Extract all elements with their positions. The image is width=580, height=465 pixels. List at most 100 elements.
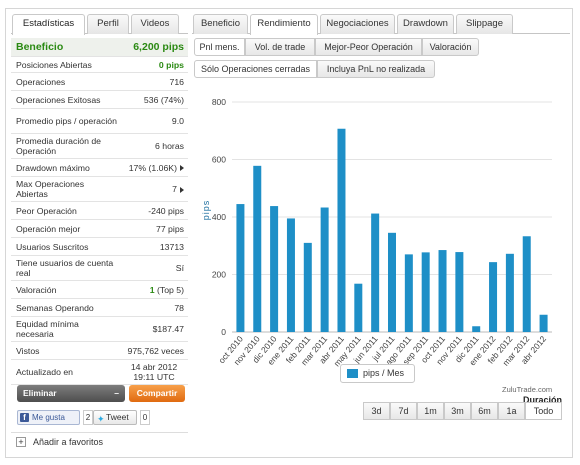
stats-table: Beneficio 6,200 pips Posiciones Abiertas… (11, 38, 188, 385)
minus-icon: – (114, 388, 119, 398)
subtab-monthly-pnl[interactable]: Pnl mens. (194, 38, 245, 56)
stat-label: Drawdown máximo (16, 162, 90, 173)
stat-value: 17% (1.06K) (129, 163, 184, 173)
stat-label: Valoración (16, 284, 57, 295)
bar[interactable] (455, 252, 464, 332)
bar[interactable] (270, 206, 279, 332)
filter-include-unrealized[interactable]: Incluya PnL no realizada (317, 60, 435, 78)
stat-label: Actualizado en (16, 367, 73, 377)
stat-value: 1 (Top 5) (149, 284, 184, 295)
stat-row-real-users: Tiene usuarios de cuenta real Sí (11, 256, 188, 281)
stat-value: -240 pips (148, 205, 184, 216)
subtab-trade-volume[interactable]: Vol. de trade (245, 38, 315, 56)
stat-row-updated: Actualizado en 14 abr 2012 19:11 UTC (11, 360, 188, 385)
bar[interactable] (320, 207, 329, 332)
left-tab-bar: Estadísticas Perfil Videos (11, 12, 188, 35)
bar[interactable] (421, 252, 430, 332)
bar[interactable] (438, 250, 447, 332)
duration-3m[interactable]: 3m (444, 402, 471, 420)
chart-panel: Beneficio Rendimiento Negociaciones Draw… (192, 12, 570, 452)
tweet-label: Tweet (106, 412, 129, 422)
bar[interactable] (286, 218, 295, 332)
stat-value: $187.47 (152, 324, 184, 334)
duration-1y[interactable]: 1a (498, 402, 525, 420)
stat-label: Vistos (16, 345, 40, 356)
tab-statistics[interactable]: Estadísticas (12, 14, 85, 35)
bar[interactable] (404, 254, 413, 332)
stat-row-rating: Valoración 1 (Top 5) (11, 281, 188, 299)
stat-value: 6 horas (155, 141, 184, 151)
bar[interactable] (236, 204, 245, 332)
delete-button-label: Eliminar (23, 388, 57, 398)
y-axis-label: pips (201, 200, 211, 221)
bar[interactable] (337, 128, 346, 332)
stat-row-open-positions: Posiciones Abiertas 0 pips (11, 57, 188, 73)
bar[interactable] (522, 236, 531, 332)
stat-label: Usuarios Suscritos (16, 241, 89, 252)
stat-label: Operación mejor (16, 223, 81, 234)
tab-trades[interactable]: Negociaciones (320, 14, 395, 34)
stat-label: Peor Operación (16, 205, 77, 216)
bar[interactable] (253, 165, 262, 332)
stat-row-winning-trades: Operaciones Exitosas 536 (74%) (11, 91, 188, 109)
duration-all[interactable]: Todo (525, 402, 562, 420)
stat-value: Sí (175, 263, 184, 273)
y-tick-label: 800 (212, 97, 226, 107)
bar[interactable] (303, 242, 312, 332)
duration-3d[interactable]: 3d (363, 402, 390, 420)
facebook-like-button[interactable]: f Me gusta (17, 410, 80, 425)
stat-row-min-equity: Equidad mínima necesaria $187.47 (11, 317, 188, 342)
chart-legend[interactable]: pips / Mes (340, 364, 415, 383)
tweet-button[interactable]: ✦ Tweet (93, 410, 137, 425)
tab-performance[interactable]: Rendimiento (250, 14, 318, 35)
stats-panel: Estadísticas Perfil Videos Beneficio 6,2… (11, 12, 188, 452)
stat-value: 7 (172, 184, 184, 194)
legend-label: pips / Mes (363, 368, 405, 378)
subtab-rating[interactable]: Valoración (422, 38, 479, 56)
y-tick-label: 0 (221, 327, 226, 337)
tab-profile[interactable]: Perfil (87, 14, 129, 34)
stat-row-max-open-trades[interactable]: Max Operaciones Abiertas 7 (11, 177, 188, 202)
chart-credit[interactable]: ZuluTrade.com (502, 385, 553, 394)
bar[interactable] (505, 253, 514, 332)
stat-value: 13713 (159, 241, 184, 252)
add-to-favorites[interactable]: + Añadir a favoritos (11, 432, 188, 450)
y-tick-label: 200 (212, 270, 226, 280)
rating-value[interactable]: 1 (149, 284, 155, 295)
expand-arrow-icon[interactable] (180, 186, 184, 193)
stat-row-trades: Operaciones 716 (11, 73, 188, 91)
stat-row-views: Vistos 975,762 veces (11, 342, 188, 360)
favorites-label: Añadir a favoritos (33, 437, 104, 447)
stat-label: Operaciones (16, 76, 66, 87)
tab-slippage[interactable]: Slippage (456, 14, 513, 34)
stat-row-max-drawdown[interactable]: Drawdown máximo 17% (1.06K) (11, 159, 188, 177)
duration-1m[interactable]: 1m (417, 402, 444, 420)
subtab-best-worst[interactable]: Mejor-Peor Operación (315, 38, 422, 56)
delete-button[interactable]: Eliminar – (17, 385, 125, 402)
stat-label: Max Operaciones Abiertas (16, 179, 85, 199)
share-button[interactable]: Compartir (129, 385, 185, 402)
bar[interactable] (539, 314, 548, 332)
stat-label: Posiciones Abiertas (16, 59, 92, 70)
tab-drawdown[interactable]: Drawdown (397, 14, 454, 34)
duration-6m[interactable]: 6m (471, 402, 498, 420)
filter-closed-only[interactable]: Sólo Operaciones cerradas (194, 60, 317, 78)
bar[interactable] (388, 232, 396, 332)
bar[interactable] (489, 262, 498, 332)
duration-7d[interactable]: 7d (390, 402, 417, 420)
stat-value: 975,762 veces (127, 345, 184, 356)
bar[interactable] (371, 213, 380, 332)
y-tick-label: 600 (212, 155, 226, 165)
stat-row-avg-duration: Promedia duración de Operación 6 horas (11, 134, 188, 159)
bar[interactable] (472, 326, 481, 332)
tab-profit[interactable]: Beneficio (193, 14, 248, 34)
tab-videos[interactable]: Videos (131, 14, 179, 34)
stat-value: 0 pips (158, 59, 184, 70)
stat-row-weeks-trading: Semanas Operando 78 (11, 299, 188, 317)
bar[interactable] (354, 283, 363, 332)
stat-row-subscribers: Usuarios Suscritos 13713 (11, 238, 188, 256)
facebook-icon: f (20, 413, 29, 422)
twitter-bird-icon: ✦ (97, 414, 105, 424)
expand-arrow-icon[interactable] (180, 165, 184, 172)
